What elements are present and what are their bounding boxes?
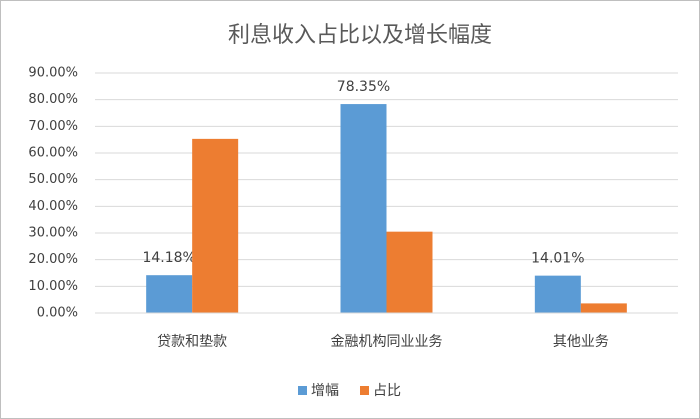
data-label: 78.35% [337, 79, 390, 95]
x-tick-label: 贷款和垫款 [157, 334, 227, 350]
y-tick-label: 50.00% [28, 172, 78, 187]
data-label: 14.18% [142, 250, 195, 266]
x-tick-label: 金融机构同业业务 [331, 334, 443, 350]
y-tick-label: 10.00% [28, 279, 78, 294]
y-tick-label: 40.00% [28, 199, 78, 214]
chart-title: 利息收入占比以及增长幅度 [228, 23, 492, 48]
y-tick-label: 60.00% [28, 146, 78, 161]
y-tick-label: 90.00% [28, 66, 78, 81]
y-tick-label: 80.00% [28, 92, 78, 107]
y-tick-label: 20.00% [28, 252, 78, 267]
bar [534, 275, 581, 313]
legend-label: 占比 [373, 383, 401, 399]
legend-label: 增幅 [311, 383, 339, 399]
legend-swatch [298, 386, 307, 395]
y-tick-label: 0.00% [37, 306, 78, 321]
bar [580, 303, 627, 313]
y-tick-label: 70.00% [28, 119, 78, 134]
bar [386, 231, 433, 313]
legend-swatch [360, 386, 369, 395]
data-label: 14.01% [531, 251, 584, 267]
bar [192, 138, 239, 313]
x-tick-label: 其他业务 [553, 334, 609, 350]
bar [340, 104, 387, 313]
bar [146, 275, 193, 313]
y-tick-label: 30.00% [28, 226, 78, 241]
